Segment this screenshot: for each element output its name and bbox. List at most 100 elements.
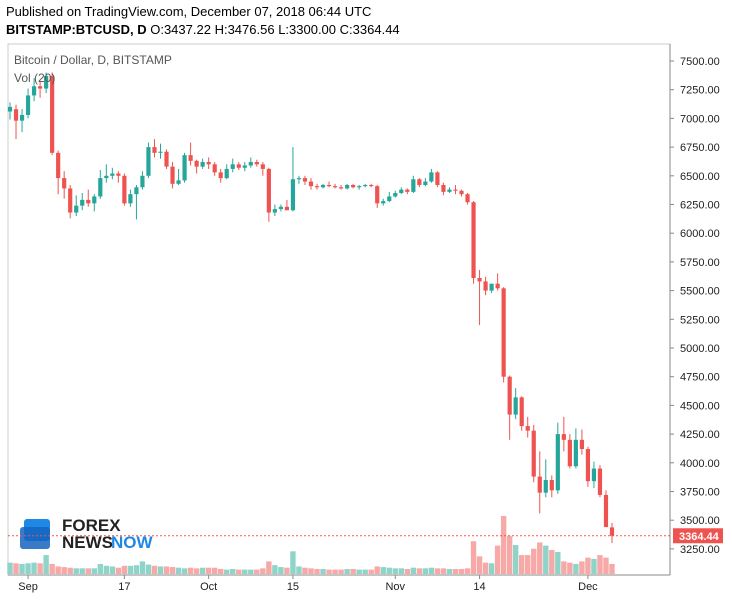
logo-now: NOW: [111, 533, 154, 552]
price-tick-label: 6000.00: [680, 228, 720, 240]
candle-body: [308, 181, 314, 187]
candle-body: [453, 189, 458, 191]
candle-body: [339, 187, 344, 189]
candle-body: [278, 206, 283, 210]
price-tick-label: 5250.00: [680, 314, 720, 326]
volume-bar: [494, 545, 501, 574]
candle-body: [212, 164, 217, 173]
volume-bar: [224, 569, 230, 574]
volume-bar: [55, 566, 61, 574]
volume-bar: [109, 566, 116, 574]
candle-body: [417, 179, 422, 185]
candle-body: [501, 288, 506, 377]
candle-body: [236, 164, 241, 168]
price-tick-label: 6500.00: [680, 171, 720, 183]
volume-bar: [284, 567, 290, 574]
volume-bar: [61, 567, 67, 574]
candle-body: [471, 202, 476, 278]
high-value: H:3476.56: [214, 22, 275, 37]
volume-bar: [452, 568, 459, 574]
volume-bar: [218, 568, 224, 574]
volume-bar: [428, 567, 435, 574]
candle-body: [375, 186, 380, 204]
candle-body: [314, 186, 320, 188]
volume-bar: [151, 565, 158, 574]
volume-bar: [43, 555, 49, 574]
volume-bar: [506, 536, 513, 574]
volume-bar: [597, 555, 603, 574]
candle-body: [146, 147, 151, 176]
volume-bar: [549, 550, 555, 574]
time-tick-label: Nov: [385, 581, 405, 593]
symbol-label: BITSTAMP:BTCUSD, D: [6, 22, 147, 37]
volume-bar: [139, 561, 146, 574]
candle-body: [465, 194, 470, 203]
candle-body: [164, 151, 169, 167]
price-tick-label: 7000.00: [680, 113, 720, 125]
volume-bar: [404, 568, 411, 574]
volume-bar: [145, 564, 152, 574]
candle-body: [260, 164, 265, 169]
candle-body: [31, 86, 37, 96]
volume-bar: [555, 551, 561, 574]
volume-bar: [392, 568, 398, 574]
time-tick-label: Sep: [18, 581, 38, 593]
candle-body: [296, 178, 302, 180]
volume-bar: [127, 565, 134, 574]
volume-bar: [278, 567, 284, 574]
candle-body: [218, 172, 223, 179]
volume-bar: [199, 567, 206, 574]
candle-body: [116, 173, 121, 176]
volume-bar: [121, 565, 128, 574]
last-price-tag: [673, 528, 723, 544]
candle-body: [567, 439, 572, 467]
candle-body: [38, 86, 43, 89]
volume-bar: [13, 563, 19, 574]
candle-body: [272, 209, 277, 213]
candle-body: [531, 430, 536, 477]
volume-bar: [236, 569, 242, 574]
open-value: O:3437.22: [150, 22, 211, 37]
candle-body: [224, 168, 229, 179]
volume-title: Vol (20): [14, 71, 55, 85]
volume-bar: [458, 568, 465, 574]
candle-body: [68, 188, 73, 213]
volume-bar: [49, 563, 55, 574]
candle-body: [332, 186, 338, 188]
candle-body: [266, 168, 271, 213]
volume-bar: [326, 569, 332, 574]
volume-bar: [254, 569, 260, 574]
candle-body: [44, 75, 49, 89]
volume-bar: [525, 555, 531, 574]
candle-body: [7, 106, 13, 112]
volume-bar: [31, 562, 37, 574]
volume-bar: [603, 557, 609, 574]
volume-bar: [380, 567, 386, 574]
candle-body: [507, 376, 512, 415]
volume-bar: [482, 562, 489, 574]
price-tick-label: 6250.00: [680, 200, 720, 212]
candle-body: [579, 439, 584, 450]
candle-body: [549, 480, 554, 491]
candle-body: [140, 175, 145, 188]
volume-bar: [440, 568, 447, 574]
price-tick-label: 3750.00: [680, 487, 720, 499]
candle-body: [537, 476, 542, 493]
volume-bar: [531, 548, 537, 574]
candle-body: [585, 449, 591, 482]
candle-body: [176, 180, 181, 184]
volume-bar: [302, 567, 308, 574]
volume-bar: [500, 516, 507, 574]
candle-body: [519, 397, 524, 427]
price-tick-label: 6750.00: [680, 142, 720, 154]
volume-bar: [187, 567, 194, 574]
candle-body: [122, 175, 127, 204]
volume-bar: [308, 568, 314, 574]
candle-body: [459, 190, 464, 195]
candle-body: [543, 480, 548, 493]
candle-body: [435, 172, 440, 185]
volume-bar: [19, 563, 25, 574]
volume-bar: [175, 567, 182, 574]
candle-body: [597, 468, 603, 495]
